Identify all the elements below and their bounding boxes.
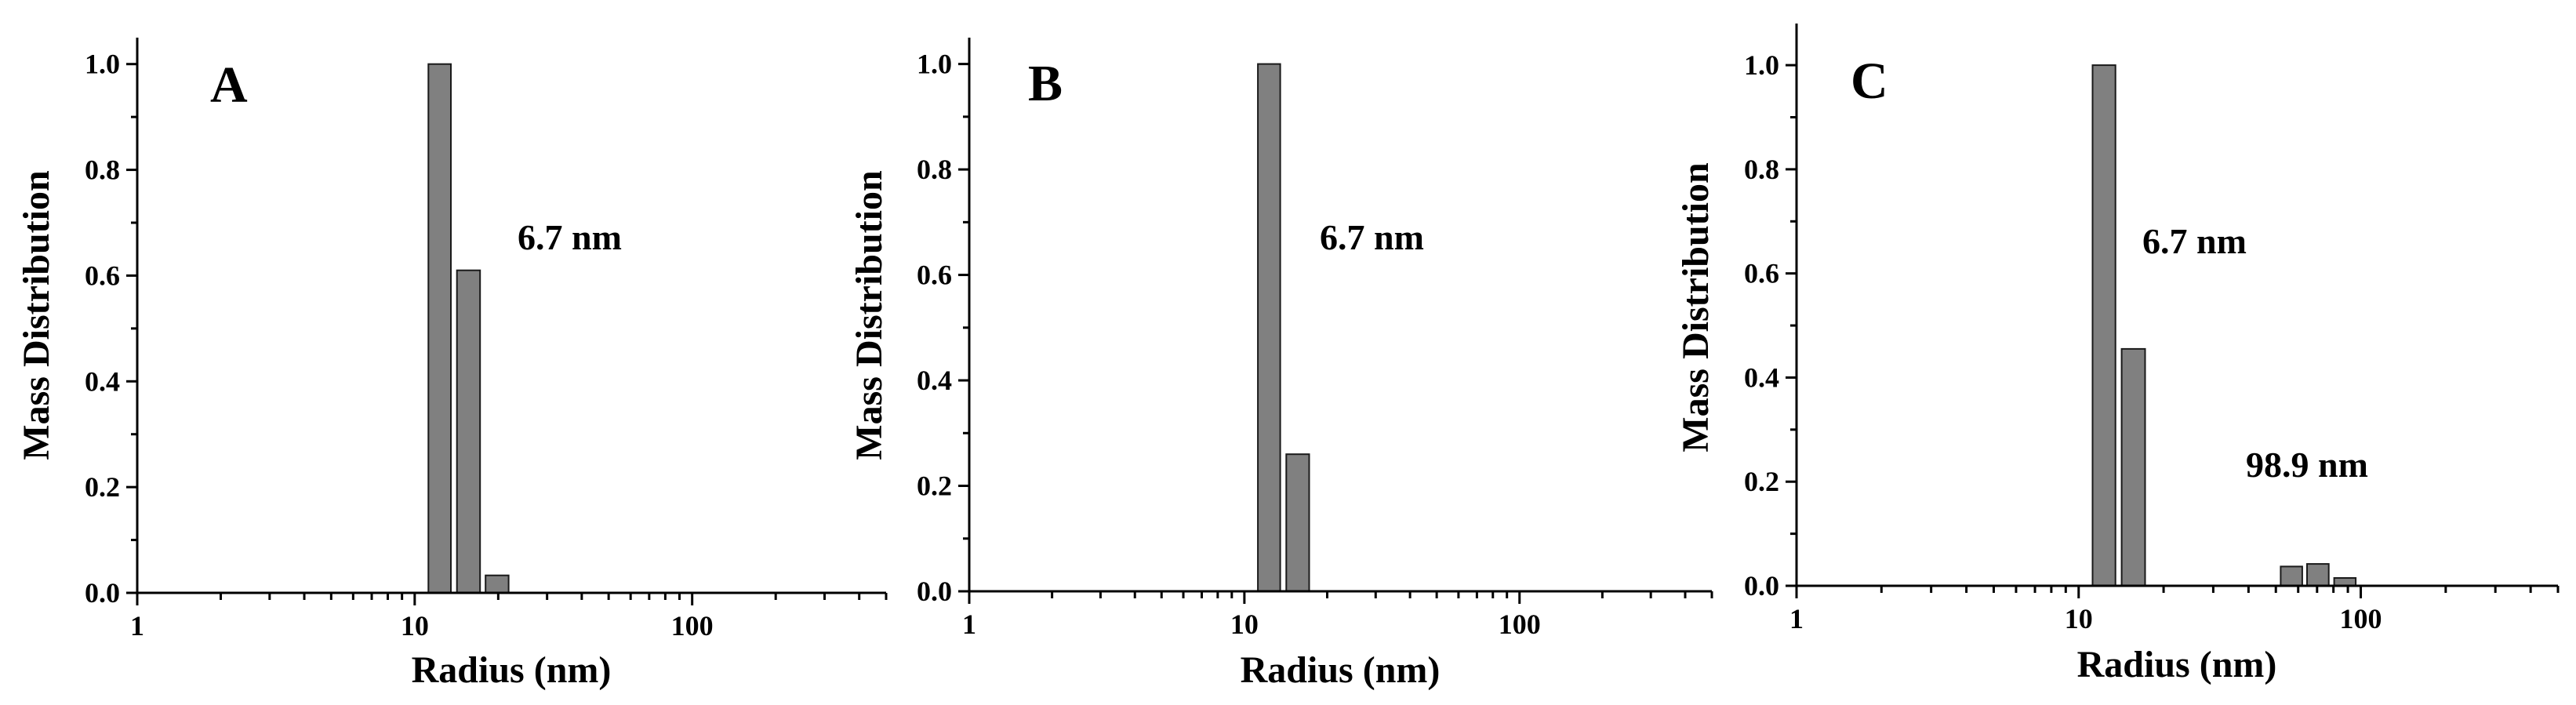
y-axis-title: Mass Distribution	[1675, 162, 1717, 452]
x-tick-label: 100	[1499, 609, 1541, 640]
x-tick-label: 100	[2340, 603, 2382, 634]
y-tick-label: 0.4	[85, 365, 120, 397]
y-tick-label: 0.0	[1744, 570, 1779, 601]
y-tick-label: 0.8	[85, 154, 120, 186]
y-tick-label: 0.4	[917, 365, 952, 396]
chart-panel-b: 0.0 0.2 0.4 0.6 0.8 1.0 1 10 100 Radius (nm) Mass …	[848, 38, 1713, 691]
y-tick-label: 0.4	[1744, 362, 1779, 393]
peak-annotation: 6.7 nm	[1320, 217, 1424, 257]
y-tick-label: 0.6	[917, 260, 952, 291]
x-tick-label: 1	[962, 609, 976, 640]
bar-0	[2091, 64, 2116, 587]
y-tick-label: 0.6	[85, 260, 120, 291]
x-tick-label: 10	[2065, 603, 2093, 634]
x-axis-title: Radius (nm)	[1241, 649, 1441, 691]
bar-0	[427, 63, 452, 594]
x-axis-title: Radius (nm)	[2077, 644, 2277, 685]
y-axis-title: Mass Distribution	[16, 170, 57, 460]
y-tick-label: 0.2	[917, 471, 952, 502]
x-tick-label: 10	[1230, 609, 1259, 640]
y-axis-title: Mass Distribution	[848, 170, 890, 460]
y-tick-label: 1.0	[917, 49, 952, 80]
peak-annotation: 98.9 nm	[2246, 445, 2368, 485]
x-axis-title: Radius (nm)	[412, 649, 612, 691]
panel-letter: C	[1851, 53, 1888, 110]
y-tick-label: 0.8	[917, 154, 952, 185]
bar-2	[485, 574, 510, 594]
bar-3	[2306, 563, 2330, 587]
bar-2	[2280, 565, 2303, 587]
y-tick-label: 1.0	[1744, 49, 1779, 81]
y-tick-label: 0.0	[917, 576, 952, 607]
y-tick-label: 0.0	[85, 577, 120, 609]
bar-1	[2120, 347, 2146, 587]
panel-letter: A	[210, 56, 248, 114]
bar-0	[1257, 63, 1281, 593]
bar-1	[1285, 453, 1310, 593]
peak-annotation: 6.7 nm	[2142, 221, 2247, 261]
x-tick-label: 1	[130, 610, 144, 641]
chart-panel-c: 0.0 0.2 0.4 0.6 0.8 1.0 1 10 100 Radius (nm) Mass …	[1675, 24, 2560, 685]
x-tick-label: 100	[671, 610, 714, 641]
y-tick-label: 0.6	[1744, 258, 1779, 289]
y-tick-label: 0.8	[1744, 154, 1779, 185]
y-tick-label: 1.0	[85, 49, 120, 80]
peak-annotation: 6.7 nm	[518, 217, 622, 257]
chart-panel-a: 0.0 0.2 0.4 0.6 0.8 1.0 1 10 100 Radius (nm) Mass …	[16, 38, 888, 691]
bar-1	[456, 269, 481, 594]
x-tick-label: 1	[1789, 603, 1804, 634]
panel-letter: B	[1028, 55, 1063, 112]
x-tick-label: 10	[401, 610, 429, 641]
y-tick-label: 0.2	[1744, 466, 1779, 497]
y-tick-label: 0.2	[85, 471, 120, 503]
